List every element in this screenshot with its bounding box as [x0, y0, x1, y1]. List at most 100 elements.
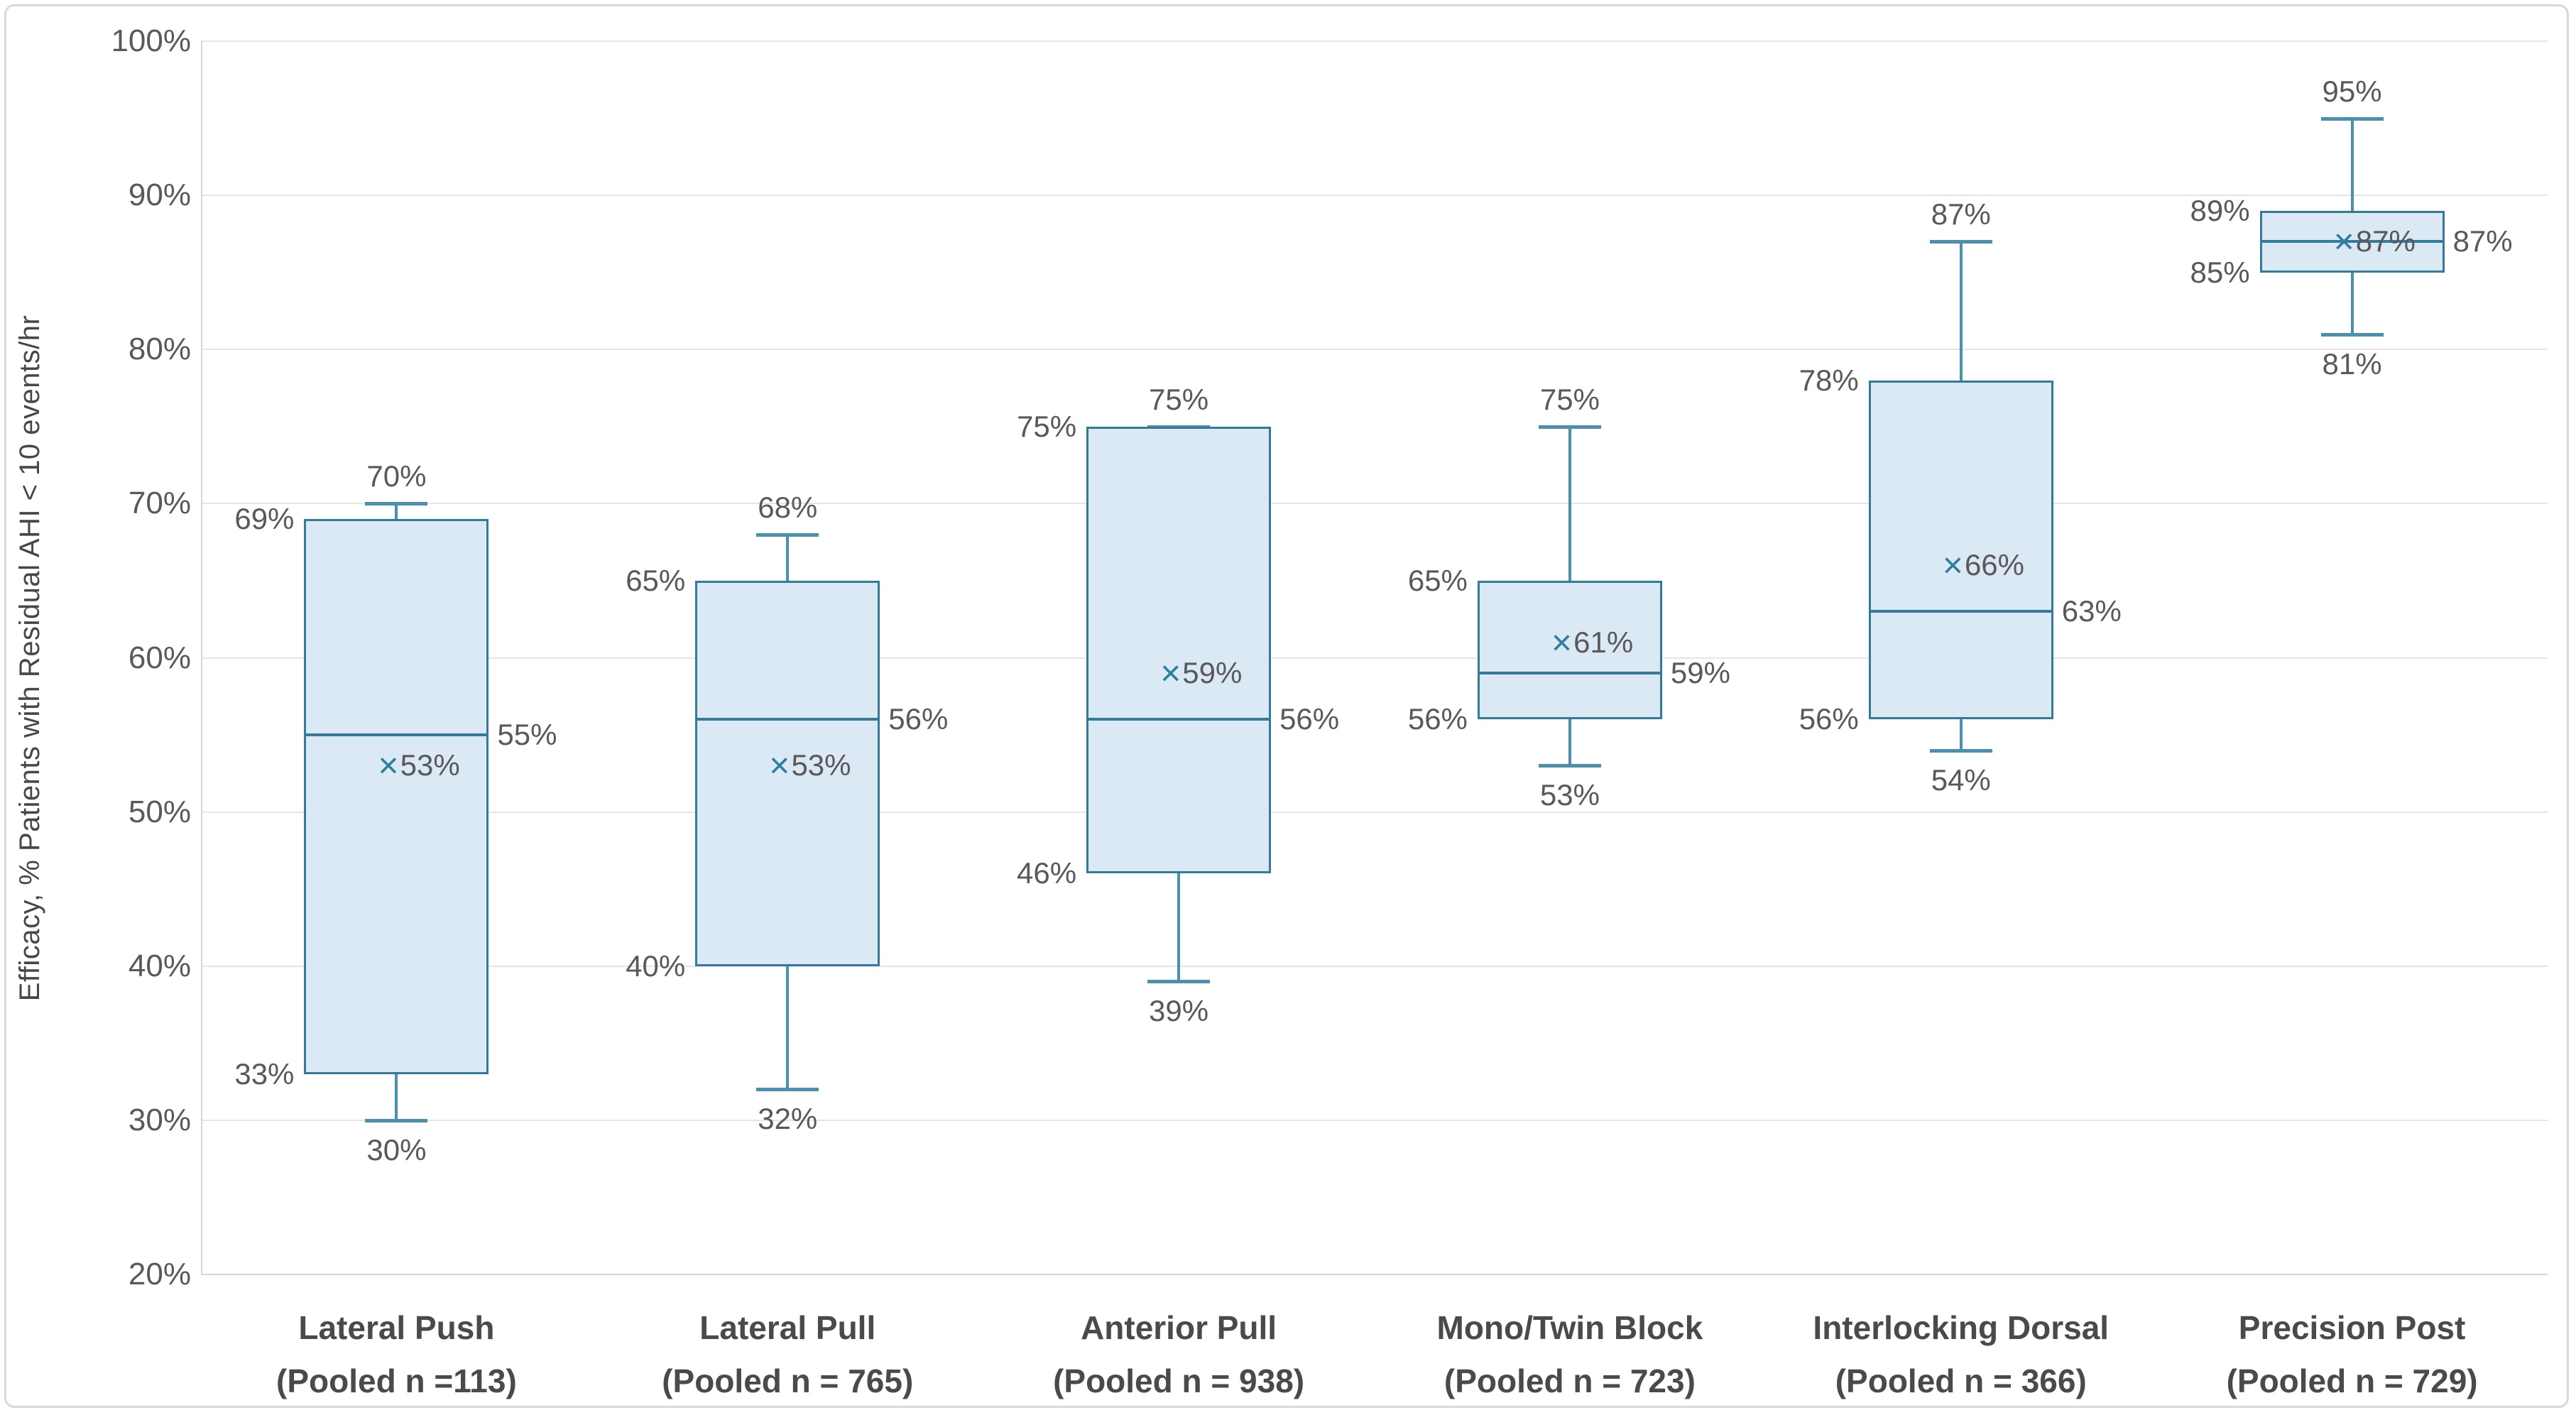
q3-label: 89% — [2190, 193, 2250, 227]
gridline-80 — [201, 349, 2548, 351]
mean-label: × 53% — [769, 748, 851, 783]
mean-value-label: 87% — [2355, 224, 2416, 258]
mean-marker-icon: × — [378, 745, 399, 786]
lower-whisker-cap — [1147, 980, 1211, 984]
q1-label: 56% — [1799, 702, 1859, 736]
y-tick-label-30: 30% — [128, 1102, 191, 1137]
iqr-box — [1477, 580, 1662, 720]
median-label: 87% — [2452, 224, 2513, 258]
category-label-line2: (Pooled n = 366) — [1835, 1362, 2087, 1399]
lower-whisker-stem — [2350, 272, 2354, 334]
lower-whisker-stem — [1959, 719, 1963, 750]
category-label-line1: Mono/Twin Block — [1436, 1309, 1703, 1346]
median-line — [1086, 718, 1272, 721]
y-tick-label-80: 80% — [128, 332, 191, 367]
mean-value-label: 53% — [791, 748, 851, 782]
q3-label: 65% — [1407, 563, 1468, 597]
median-line — [695, 718, 880, 721]
upper-whisker-stem — [1568, 426, 1571, 581]
lower-whisker-cap — [1538, 764, 1601, 768]
q3-label: 75% — [1017, 409, 1077, 443]
mean-marker-icon: × — [1942, 545, 1963, 586]
y-axis-line — [201, 41, 202, 1274]
whisker-high-label: 95% — [2322, 74, 2382, 108]
median-line — [304, 733, 489, 737]
median-label: 56% — [1279, 702, 1340, 736]
y-tick-label-50: 50% — [128, 794, 191, 829]
whisker-low-label: 32% — [758, 1102, 818, 1136]
gridline-100 — [201, 40, 2548, 42]
category-label-line1: Precision Post — [2238, 1309, 2466, 1346]
mean-marker-icon: × — [2333, 222, 2354, 262]
mean-marker-icon: × — [1551, 622, 1573, 662]
y-tick-label-90: 90% — [128, 177, 191, 213]
mean-label: × 66% — [1943, 547, 2024, 583]
gridline-70 — [201, 503, 2548, 505]
category-label-2: Lateral Pull (Pooled n = 765) — [662, 1301, 913, 1407]
lower-whisker-stem — [786, 966, 790, 1090]
upper-whisker-cap — [1929, 240, 1992, 244]
median-label: 63% — [2061, 594, 2122, 628]
y-tick-label-60: 60% — [128, 640, 191, 675]
iqr-box — [1086, 426, 1272, 874]
whisker-high-label: 75% — [1539, 382, 1600, 416]
y-tick-label-20: 20% — [128, 1257, 191, 1291]
lower-whisker-cap — [365, 1118, 428, 1122]
y-axis-title: Efficacy, % Patients with Residual AHI <… — [14, 315, 45, 1001]
mean-value-label: 61% — [1573, 625, 1634, 659]
category-label-line2: (Pooled n =113) — [276, 1362, 517, 1399]
upper-whisker-stem — [1959, 241, 1963, 381]
mean-label: × 53% — [378, 748, 459, 783]
lower-whisker-cap — [756, 1088, 819, 1092]
gridline-30 — [201, 1119, 2548, 1121]
mean-marker-icon: × — [1160, 653, 1181, 694]
mean-marker-icon: × — [769, 745, 790, 786]
mean-value-label: 59% — [1182, 656, 1243, 690]
q1-label: 33% — [234, 1056, 295, 1091]
lower-whisker-stem — [1568, 719, 1571, 766]
median-label: 55% — [497, 718, 557, 752]
category-label-line2: (Pooled n = 765) — [662, 1362, 914, 1399]
category-label-line1: Anterior Pull — [1081, 1309, 1277, 1346]
q1-label: 46% — [1017, 856, 1077, 890]
gridline-60 — [201, 657, 2548, 659]
q3-label: 69% — [234, 502, 295, 536]
q3-label: 65% — [626, 563, 686, 597]
mean-label: × 61% — [1551, 625, 1633, 660]
gridline-20 — [201, 1274, 2548, 1275]
gridline-90 — [201, 195, 2548, 197]
category-label-line2: (Pooled n = 723) — [1443, 1362, 1696, 1399]
upper-whisker-stem — [786, 534, 790, 581]
whisker-low-label: 30% — [366, 1132, 427, 1167]
whisker-low-label: 53% — [1539, 778, 1600, 812]
iqr-box — [304, 519, 489, 1074]
upper-whisker-cap — [1538, 425, 1601, 429]
whisker-high-label: 70% — [366, 459, 427, 493]
gridline-50 — [201, 811, 2548, 813]
whisker-low-label: 54% — [1931, 763, 1991, 797]
category-label-line2: (Pooled n = 938) — [1053, 1362, 1305, 1399]
lower-whisker-cap — [1929, 748, 1992, 753]
whisker-high-label: 75% — [1149, 382, 1209, 416]
q1-label: 85% — [2190, 255, 2250, 289]
upper-whisker-cap — [2320, 116, 2384, 121]
iqr-box — [695, 580, 880, 966]
mean-label: × 87% — [2334, 224, 2416, 259]
upper-whisker-stem — [2350, 118, 2354, 211]
category-label-4: Mono/Twin Block (Pooled n = 723) — [1437, 1301, 1703, 1407]
category-label-line1: Lateral Pull — [699, 1309, 876, 1346]
y-tick-label-40: 40% — [128, 948, 191, 983]
y-tick-label-100: 100% — [111, 23, 191, 58]
category-label-3: Anterior Pull (Pooled n = 938) — [1053, 1301, 1304, 1407]
median-line — [1477, 672, 1662, 675]
median-line — [2259, 240, 2445, 244]
whisker-low-label: 81% — [2322, 346, 2382, 381]
gridline-40 — [201, 965, 2548, 967]
whisker-low-label: 39% — [1149, 994, 1209, 1028]
median-label: 56% — [888, 702, 949, 736]
lower-whisker-stem — [1177, 873, 1181, 982]
category-label-line1: Interlocking Dorsal — [1813, 1309, 2110, 1346]
mean-label: × 59% — [1160, 655, 1242, 691]
category-label-line1: Lateral Push — [298, 1309, 495, 1346]
